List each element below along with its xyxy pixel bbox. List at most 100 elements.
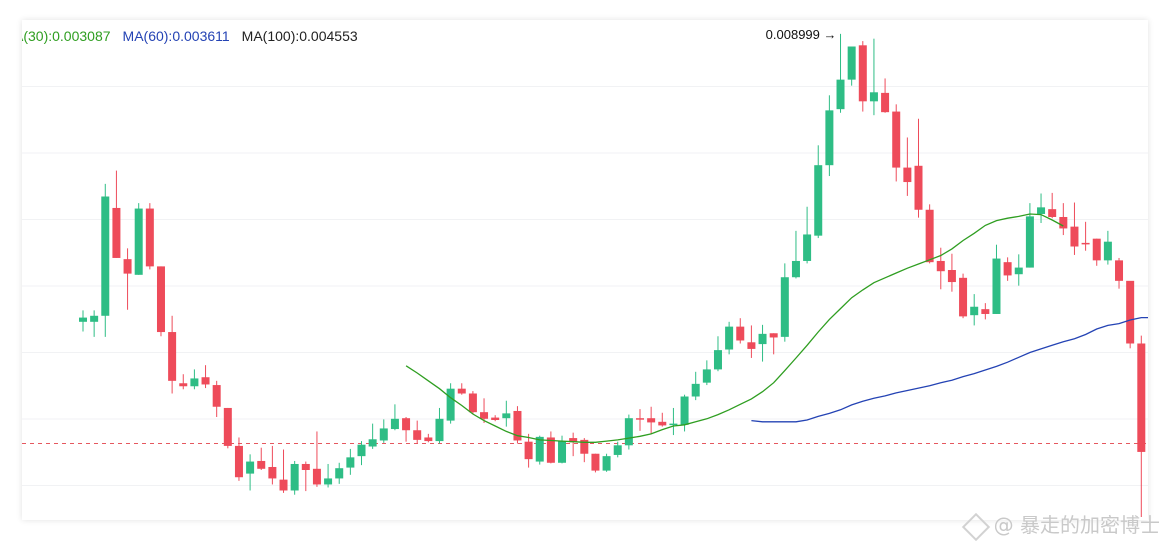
candle xyxy=(758,324,767,362)
candle xyxy=(1048,192,1057,219)
candle-body xyxy=(602,456,611,471)
high-price-marker: 0.008999 → xyxy=(766,27,837,42)
ma-legend: A(30):0.003087 MA(60):0.003611 MA(100):0… xyxy=(22,28,358,44)
watermark: @ 暴走的加密博士 xyxy=(961,509,1160,541)
candle xyxy=(502,400,511,427)
candle-body xyxy=(981,309,990,314)
candle xyxy=(101,183,110,337)
candle-body xyxy=(769,333,778,338)
candle-body xyxy=(446,388,455,421)
legend-ma60: MA(60):0.003611 xyxy=(122,28,230,44)
candle-body xyxy=(101,196,110,316)
candle xyxy=(201,365,210,389)
candle-body xyxy=(379,428,388,441)
candle xyxy=(613,441,622,458)
candle xyxy=(168,315,177,394)
candle-body xyxy=(814,165,823,236)
candle-body xyxy=(246,461,255,474)
candle xyxy=(1081,221,1090,251)
candle xyxy=(569,432,578,457)
candle-body xyxy=(636,418,644,420)
candle-body xyxy=(234,445,243,478)
candle xyxy=(145,203,154,270)
candle-body xyxy=(190,378,199,387)
candle-body xyxy=(1115,260,1124,281)
candle xyxy=(257,447,266,470)
candle-body xyxy=(569,438,578,443)
candle xyxy=(1059,203,1068,236)
candlestick-chart[interactable]: 0.008999 → xyxy=(22,20,1148,520)
candle xyxy=(457,383,466,395)
candle xyxy=(680,394,689,432)
candle xyxy=(1070,202,1079,255)
candle xyxy=(1103,230,1112,265)
candle xyxy=(1137,335,1146,517)
candle xyxy=(947,253,956,292)
candle-body xyxy=(90,315,99,322)
candle xyxy=(390,404,399,431)
candle-body xyxy=(858,45,867,102)
candle xyxy=(869,38,878,116)
candle xyxy=(79,310,87,332)
candle xyxy=(636,409,644,431)
candle xyxy=(413,420,422,444)
candle-body xyxy=(535,436,544,462)
candle-body xyxy=(1103,241,1112,261)
candle-body xyxy=(992,258,1001,314)
candle-body xyxy=(179,383,188,387)
candle xyxy=(780,263,789,342)
candle xyxy=(424,433,433,443)
candle-body xyxy=(335,468,344,479)
candle xyxy=(736,318,745,344)
candle xyxy=(513,406,522,444)
candle xyxy=(491,415,500,422)
candle-body xyxy=(736,326,745,341)
candle-body xyxy=(1003,262,1012,276)
candle-body xyxy=(1081,242,1090,245)
candle-body xyxy=(847,46,856,80)
candle-body xyxy=(680,396,689,425)
candle xyxy=(970,294,979,326)
candle xyxy=(468,391,477,414)
candle xyxy=(1115,257,1124,289)
candle xyxy=(212,380,221,417)
candle xyxy=(234,437,243,481)
candle xyxy=(713,336,722,372)
candle-body xyxy=(1070,226,1079,247)
candle-body xyxy=(892,111,901,168)
candle-body xyxy=(390,418,399,430)
candle-body xyxy=(201,377,210,385)
candle xyxy=(747,325,756,358)
candle-body xyxy=(647,418,656,423)
candle xyxy=(591,453,600,473)
candle xyxy=(814,145,823,239)
candle xyxy=(725,321,734,355)
candle-body xyxy=(168,332,177,381)
candle xyxy=(992,244,1001,314)
candle xyxy=(112,170,121,258)
candle xyxy=(402,416,411,442)
candle xyxy=(123,248,132,310)
candle-body xyxy=(970,306,979,316)
candle xyxy=(925,204,934,264)
candle xyxy=(914,118,923,218)
candle xyxy=(480,398,489,424)
candle xyxy=(981,303,990,320)
candle-body xyxy=(1025,216,1034,268)
candle xyxy=(90,310,99,337)
candle-body xyxy=(424,437,433,442)
candle xyxy=(1003,257,1012,281)
candle-body xyxy=(279,479,288,491)
candle-body xyxy=(312,468,321,485)
candle xyxy=(368,423,377,449)
candle-body xyxy=(725,326,734,350)
candle-body xyxy=(825,110,834,166)
logo-icon xyxy=(961,512,990,541)
candle-body xyxy=(1059,216,1068,229)
candle xyxy=(223,407,232,449)
candle xyxy=(190,369,199,390)
candle xyxy=(446,383,455,424)
candle xyxy=(1092,238,1101,266)
candle-body xyxy=(669,423,678,426)
candle xyxy=(836,33,845,113)
